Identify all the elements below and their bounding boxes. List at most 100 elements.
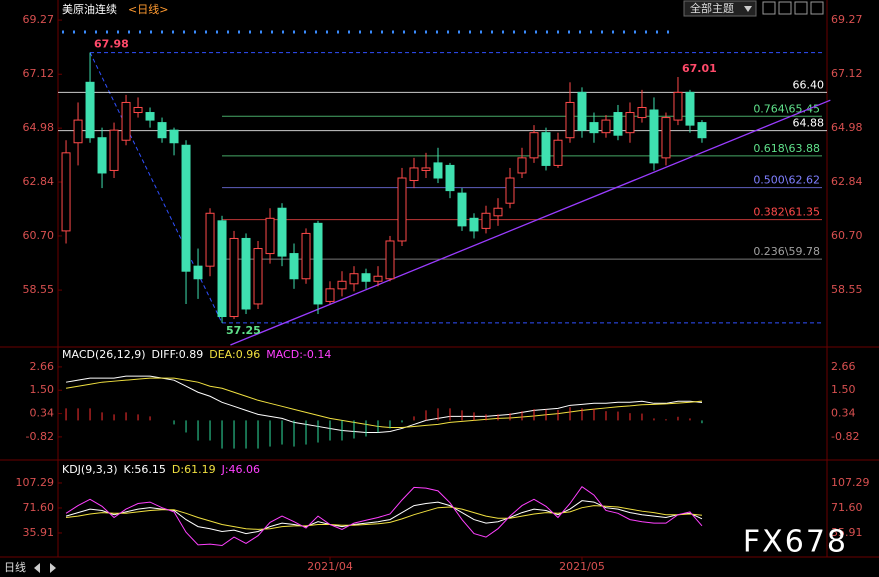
y-tick-label: 2.66: [30, 360, 55, 373]
icon-button[interactable]: [778, 1, 792, 15]
trendline: [230, 99, 831, 346]
candle-body: [61, 152, 71, 232]
candle-body: [181, 144, 191, 272]
candle-body: [337, 280, 347, 290]
candle-body: [625, 112, 635, 134]
fib-label: 0.382\61.35: [753, 206, 820, 219]
candle-body: [445, 164, 455, 192]
candle-body: [289, 253, 299, 280]
indicator-line: [65, 485, 703, 547]
candle-body: [301, 232, 311, 280]
y-tick-label: 107.29: [831, 476, 870, 489]
x-tick-label: 2021/05: [559, 560, 605, 573]
candle-body: [481, 212, 491, 229]
candle-body: [589, 122, 599, 134]
indicator-line: [65, 377, 703, 428]
candle-body: [85, 81, 95, 139]
y-tick-label: 69.27: [23, 13, 55, 26]
y-tick-label: 1.50: [30, 383, 55, 396]
menu-arrow[interactable]: [744, 6, 752, 12]
candle-body: [517, 157, 527, 174]
indicator-line: [65, 375, 703, 433]
y-tick-label: 0.34: [30, 407, 55, 420]
fib-label: 0.764\65.45: [753, 102, 820, 115]
candle-body: [409, 167, 419, 182]
fib-label: 0.500\62.62: [753, 174, 820, 187]
candle-body: [397, 177, 407, 242]
candle-body: [541, 132, 551, 166]
candle-body: [601, 119, 611, 134]
fib-diagonal: [89, 52, 223, 324]
candle-body: [325, 288, 335, 302]
candle-body: [109, 129, 119, 171]
indicator-line: [65, 505, 703, 530]
candle-body: [265, 217, 275, 255]
y-tick-label: 35.91: [23, 526, 55, 539]
legend-entry: MACD:-0.14: [266, 348, 331, 361]
candle-body: [685, 91, 695, 126]
y-tick-label: 64.98: [23, 121, 55, 134]
x-tick-label: 2021/04: [307, 560, 353, 573]
legend-entry: K:56.15: [124, 463, 166, 476]
annotation: 67.01: [682, 62, 717, 75]
menu-button[interactable]: [683, 0, 757, 17]
candle-body: [385, 240, 395, 280]
annotation: 67.98: [94, 38, 129, 51]
legend-entry: DIFF:0.89: [152, 348, 204, 361]
candle-body: [613, 112, 623, 136]
footer-period[interactable]: 日线: [4, 560, 26, 574]
indicator-title: MACD(26,12,9): [62, 348, 146, 361]
y-tick-label: -0.82: [831, 430, 859, 443]
y-tick-label: 1.50: [831, 383, 856, 396]
y-tick-label: 62.84: [23, 175, 55, 188]
candle-body: [661, 117, 671, 159]
candle-body: [193, 265, 203, 280]
candle-body: [649, 109, 659, 164]
legend-entry: DEA:0.96: [209, 348, 260, 361]
y-tick-label: 64.98: [831, 121, 863, 134]
candle-body: [457, 192, 467, 227]
y-tick-label: 60.70: [23, 229, 55, 242]
icon-button[interactable]: [794, 1, 808, 15]
fib-label: 0.618\63.88: [753, 142, 820, 155]
candle-body: [361, 273, 371, 282]
scroll-arrows[interactable]: [34, 563, 56, 573]
candle-body: [373, 275, 383, 282]
candle-body: [349, 273, 359, 285]
icon-button[interactable]: [810, 1, 824, 15]
candle-body: [529, 132, 539, 159]
y-tick-label: 71.60: [23, 501, 55, 514]
candle-body: [565, 101, 575, 139]
y-tick-label: 69.27: [831, 13, 863, 26]
candle-body: [313, 222, 323, 305]
candle-body: [97, 137, 107, 174]
indicator-title: KDJ(9,3,3): [62, 463, 118, 476]
watermark: FX678: [743, 525, 848, 560]
candle-body: [241, 237, 251, 310]
candle-body: [145, 112, 155, 121]
candle-body: [157, 122, 167, 139]
candle-body: [229, 237, 239, 318]
y-tick-label: 67.12: [831, 67, 863, 80]
y-tick-label: 67.12: [23, 67, 55, 80]
y-tick-label: 62.84: [831, 175, 863, 188]
icon-button[interactable]: [762, 1, 776, 15]
period: <日线>: [128, 2, 168, 16]
candle-body: [577, 91, 587, 131]
candle-body: [493, 207, 503, 217]
candle-body: [205, 212, 215, 267]
candle-body: [169, 129, 179, 144]
candle-body: [673, 91, 683, 121]
y-tick-label: -0.82: [26, 430, 54, 443]
y-tick-label: 58.55: [831, 283, 863, 296]
menu-label[interactable]: 全部主题: [690, 1, 734, 15]
candle-body: [73, 119, 83, 144]
chart-title: 美原油连续: [62, 2, 117, 16]
candle-body: [217, 220, 227, 318]
candle-body: [433, 162, 443, 179]
candle-body: [253, 248, 263, 305]
y-tick-label: 2.66: [831, 360, 856, 373]
y-tick-label: 60.70: [831, 229, 863, 242]
